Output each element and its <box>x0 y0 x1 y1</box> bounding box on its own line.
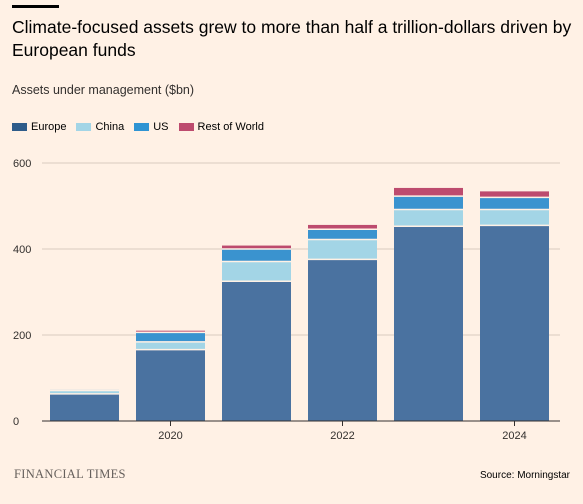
legend-label-europe: Europe <box>31 121 67 133</box>
bar-china-2022 <box>308 239 377 260</box>
bar-rest-of-world-2023 <box>394 187 463 197</box>
y-tick-label-600: 600 <box>13 158 31 170</box>
bar-europe-2024 <box>480 225 549 421</box>
legend-item-us: US <box>134 121 169 133</box>
bar-europe-2019 <box>50 393 119 421</box>
legend-swatch-us <box>134 123 150 131</box>
bar-us-2022 <box>308 229 377 240</box>
source-note: Source: Morningstar <box>479 470 570 481</box>
bar-europe-2023 <box>394 226 463 421</box>
chart-subtitle: Assets under management ($bn) <box>12 83 195 97</box>
bar-rest-of-world-2020 <box>136 330 205 333</box>
bar-us-2021 <box>222 249 291 262</box>
legend-item-rest-of-world: Rest of World <box>178 121 264 133</box>
bar-us-2020 <box>136 332 205 342</box>
bar-rest-of-world-2022 <box>308 224 377 230</box>
y-tick-label-200: 200 <box>13 330 31 342</box>
top-accent-bar <box>12 5 59 8</box>
x-tick-label-2024: 2024 <box>502 430 526 442</box>
legend: Europe China US Rest of World <box>12 121 264 133</box>
bar-europe-2022 <box>308 259 377 421</box>
bar-china-2023 <box>394 209 463 227</box>
legend-swatch-europe <box>12 123 27 131</box>
bar-europe-2021 <box>222 281 291 421</box>
y-tick-label-0: 0 <box>13 416 19 428</box>
legend-label-rest-of-world: Rest of World <box>197 121 264 133</box>
legend-label-us: US <box>153 121 169 133</box>
bar-europe-2020 <box>136 349 205 421</box>
bar-china-2024 <box>480 209 549 226</box>
bar-us-2023 <box>394 196 463 210</box>
bar-china-2021 <box>222 261 291 282</box>
legend-swatch-rest-of-world <box>178 123 194 131</box>
chart-title: Climate-focused assets grew to more than… <box>12 17 572 60</box>
bar-china-2019 <box>50 390 119 394</box>
ft-logo: FINANCIAL TIMES <box>14 467 126 481</box>
bar-rest-of-world-2024 <box>480 191 549 198</box>
bar-rest-of-world-2021 <box>222 245 291 249</box>
legend-item-china: China <box>76 121 124 133</box>
legend-swatch-china <box>76 123 92 131</box>
x-tick-label-2022: 2022 <box>330 430 354 442</box>
legend-label-china: China <box>95 121 125 133</box>
bar-us-2024 <box>480 197 549 210</box>
y-tick-label-400: 400 <box>13 244 31 256</box>
bar-china-2020 <box>136 341 205 350</box>
x-tick-label-2020: 2020 <box>158 430 182 442</box>
legend-item-europe: Europe <box>12 121 66 133</box>
